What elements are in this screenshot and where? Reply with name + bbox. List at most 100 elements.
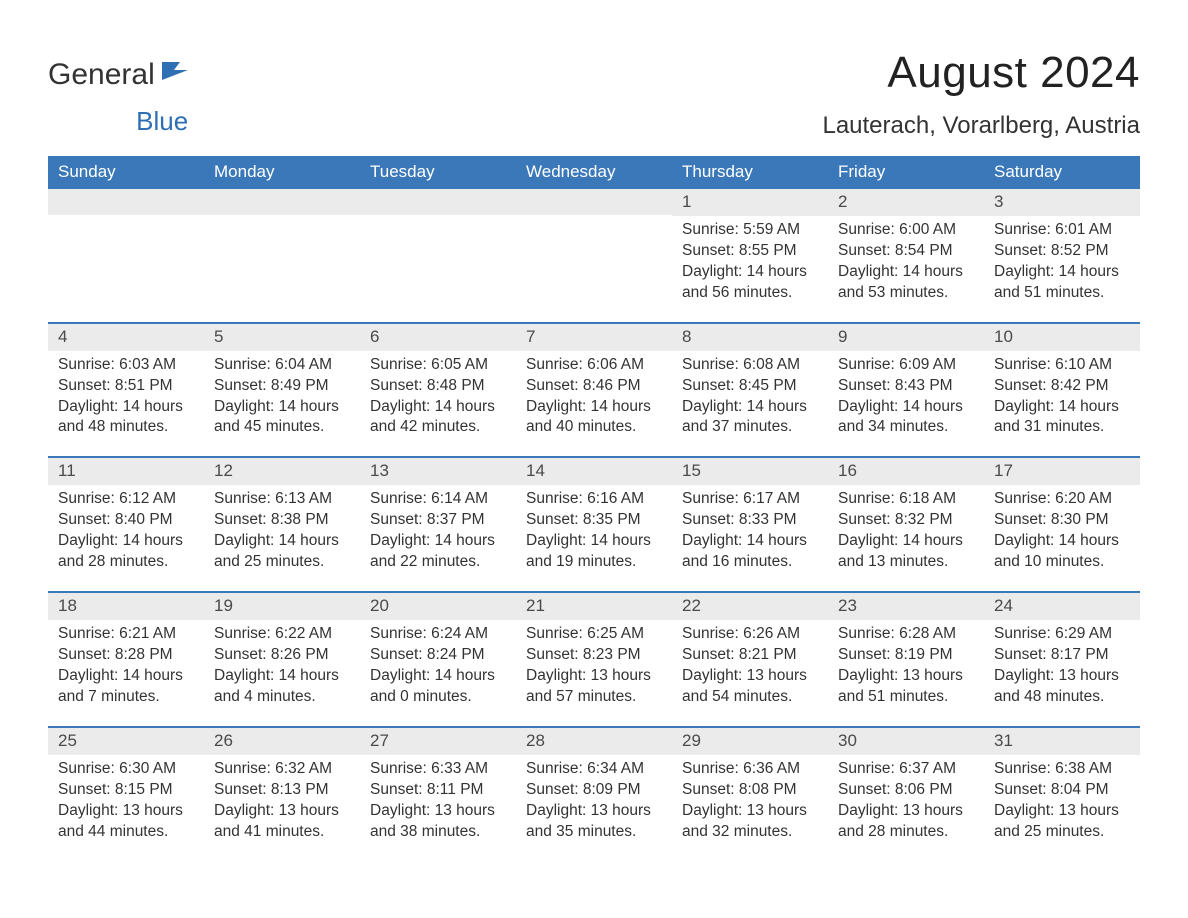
sunset-line: Sunset: 8:06 PM: [838, 780, 974, 801]
day-cell: [48, 189, 204, 322]
days-of-week-row: SundayMondayTuesdayWednesdayThursdayFrid…: [48, 156, 1140, 189]
day-number: [204, 189, 360, 215]
daylight-line: Daylight: 14 hours and 4 minutes.: [214, 666, 350, 708]
day-number: 11: [48, 458, 204, 485]
day-number: 30: [828, 728, 984, 755]
day-number: [48, 189, 204, 215]
sunset-line: Sunset: 8:09 PM: [526, 780, 662, 801]
day-body: Sunrise: 6:12 AMSunset: 8:40 PMDaylight:…: [48, 485, 204, 573]
dow-cell: Friday: [828, 156, 984, 189]
sunrise-line: Sunrise: 6:26 AM: [682, 624, 818, 645]
sunrise-line: Sunrise: 6:17 AM: [682, 489, 818, 510]
daylight-line: Daylight: 14 hours and 13 minutes.: [838, 531, 974, 573]
day-body: Sunrise: 6:36 AMSunset: 8:08 PMDaylight:…: [672, 755, 828, 843]
daylight-line: Daylight: 13 hours and 35 minutes.: [526, 801, 662, 843]
day-cell: [204, 189, 360, 322]
daylight-line: Daylight: 14 hours and 0 minutes.: [370, 666, 506, 708]
sunset-line: Sunset: 8:37 PM: [370, 510, 506, 531]
sunrise-line: Sunrise: 6:30 AM: [58, 759, 194, 780]
flag-icon: [162, 60, 188, 85]
day-number: 13: [360, 458, 516, 485]
daylight-line: Daylight: 14 hours and 19 minutes.: [526, 531, 662, 573]
sunset-line: Sunset: 8:17 PM: [994, 645, 1130, 666]
daylight-line: Daylight: 14 hours and 42 minutes.: [370, 397, 506, 439]
day-body: Sunrise: 6:04 AMSunset: 8:49 PMDaylight:…: [204, 351, 360, 439]
sunrise-line: Sunrise: 6:16 AM: [526, 489, 662, 510]
daylight-line: Daylight: 13 hours and 25 minutes.: [994, 801, 1130, 843]
logo-word-1: General: [48, 58, 155, 91]
day-body: [204, 215, 360, 295]
day-cell: 8Sunrise: 6:08 AMSunset: 8:45 PMDaylight…: [672, 324, 828, 457]
daylight-line: Daylight: 13 hours and 57 minutes.: [526, 666, 662, 708]
day-cell: 17Sunrise: 6:20 AMSunset: 8:30 PMDayligh…: [984, 458, 1140, 591]
day-body: Sunrise: 6:16 AMSunset: 8:35 PMDaylight:…: [516, 485, 672, 573]
day-body: [360, 215, 516, 295]
sunset-line: Sunset: 8:30 PM: [994, 510, 1130, 531]
daylight-line: Daylight: 14 hours and 37 minutes.: [682, 397, 818, 439]
sunset-line: Sunset: 8:32 PM: [838, 510, 974, 531]
sunrise-line: Sunrise: 6:14 AM: [370, 489, 506, 510]
sunrise-line: Sunrise: 6:22 AM: [214, 624, 350, 645]
day-body: Sunrise: 6:05 AMSunset: 8:48 PMDaylight:…: [360, 351, 516, 439]
sunrise-line: Sunrise: 6:08 AM: [682, 355, 818, 376]
sunset-line: Sunset: 8:42 PM: [994, 376, 1130, 397]
day-cell: 26Sunrise: 6:32 AMSunset: 8:13 PMDayligh…: [204, 728, 360, 861]
day-body: Sunrise: 6:22 AMSunset: 8:26 PMDaylight:…: [204, 620, 360, 708]
day-body: Sunrise: 6:33 AMSunset: 8:11 PMDaylight:…: [360, 755, 516, 843]
day-number: [516, 189, 672, 215]
daylight-line: Daylight: 13 hours and 32 minutes.: [682, 801, 818, 843]
week-row: 4Sunrise: 6:03 AMSunset: 8:51 PMDaylight…: [48, 322, 1140, 457]
day-body: Sunrise: 6:00 AMSunset: 8:54 PMDaylight:…: [828, 216, 984, 304]
sunrise-line: Sunrise: 6:29 AM: [994, 624, 1130, 645]
sunrise-line: Sunrise: 6:21 AM: [58, 624, 194, 645]
daylight-line: Daylight: 13 hours and 44 minutes.: [58, 801, 194, 843]
day-number: 25: [48, 728, 204, 755]
day-cell: 15Sunrise: 6:17 AMSunset: 8:33 PMDayligh…: [672, 458, 828, 591]
daylight-line: Daylight: 14 hours and 56 minutes.: [682, 262, 818, 304]
day-body: Sunrise: 6:17 AMSunset: 8:33 PMDaylight:…: [672, 485, 828, 573]
day-cell: 23Sunrise: 6:28 AMSunset: 8:19 PMDayligh…: [828, 593, 984, 726]
daylight-line: Daylight: 14 hours and 7 minutes.: [58, 666, 194, 708]
day-number: 9: [828, 324, 984, 351]
daylight-line: Daylight: 14 hours and 51 minutes.: [994, 262, 1130, 304]
sunset-line: Sunset: 8:24 PM: [370, 645, 506, 666]
day-cell: 4Sunrise: 6:03 AMSunset: 8:51 PMDaylight…: [48, 324, 204, 457]
day-cell: 13Sunrise: 6:14 AMSunset: 8:37 PMDayligh…: [360, 458, 516, 591]
sunset-line: Sunset: 8:23 PM: [526, 645, 662, 666]
sunrise-line: Sunrise: 6:34 AM: [526, 759, 662, 780]
title-block: August 2024 Lauterach, Vorarlberg, Austr…: [822, 48, 1140, 150]
daylight-line: Daylight: 14 hours and 34 minutes.: [838, 397, 974, 439]
day-body: Sunrise: 6:30 AMSunset: 8:15 PMDaylight:…: [48, 755, 204, 843]
weeks-container: 1Sunrise: 5:59 AMSunset: 8:55 PMDaylight…: [48, 189, 1140, 860]
day-number: 10: [984, 324, 1140, 351]
day-cell: 2Sunrise: 6:00 AMSunset: 8:54 PMDaylight…: [828, 189, 984, 322]
sunset-line: Sunset: 8:21 PM: [682, 645, 818, 666]
sunrise-line: Sunrise: 6:20 AM: [994, 489, 1130, 510]
dow-cell: Wednesday: [516, 156, 672, 189]
day-number: 12: [204, 458, 360, 485]
sunset-line: Sunset: 8:35 PM: [526, 510, 662, 531]
day-body: Sunrise: 6:28 AMSunset: 8:19 PMDaylight:…: [828, 620, 984, 708]
daylight-line: Daylight: 13 hours and 54 minutes.: [682, 666, 818, 708]
daylight-line: Daylight: 13 hours and 51 minutes.: [838, 666, 974, 708]
sunrise-line: Sunrise: 6:13 AM: [214, 489, 350, 510]
week-row: 11Sunrise: 6:12 AMSunset: 8:40 PMDayligh…: [48, 456, 1140, 591]
day-cell: 30Sunrise: 6:37 AMSunset: 8:06 PMDayligh…: [828, 728, 984, 861]
day-cell: [360, 189, 516, 322]
day-body: [516, 215, 672, 295]
sunrise-line: Sunrise: 6:37 AM: [838, 759, 974, 780]
sunrise-line: Sunrise: 6:05 AM: [370, 355, 506, 376]
sunset-line: Sunset: 8:46 PM: [526, 376, 662, 397]
day-number: 26: [204, 728, 360, 755]
day-body: Sunrise: 6:18 AMSunset: 8:32 PMDaylight:…: [828, 485, 984, 573]
day-body: Sunrise: 6:26 AMSunset: 8:21 PMDaylight:…: [672, 620, 828, 708]
daylight-line: Daylight: 13 hours and 48 minutes.: [994, 666, 1130, 708]
day-number: 19: [204, 593, 360, 620]
day-cell: 6Sunrise: 6:05 AMSunset: 8:48 PMDaylight…: [360, 324, 516, 457]
day-body: [48, 215, 204, 295]
day-body: Sunrise: 6:01 AMSunset: 8:52 PMDaylight:…: [984, 216, 1140, 304]
day-cell: 5Sunrise: 6:04 AMSunset: 8:49 PMDaylight…: [204, 324, 360, 457]
sunset-line: Sunset: 8:28 PM: [58, 645, 194, 666]
daylight-line: Daylight: 13 hours and 38 minutes.: [370, 801, 506, 843]
daylight-line: Daylight: 14 hours and 40 minutes.: [526, 397, 662, 439]
